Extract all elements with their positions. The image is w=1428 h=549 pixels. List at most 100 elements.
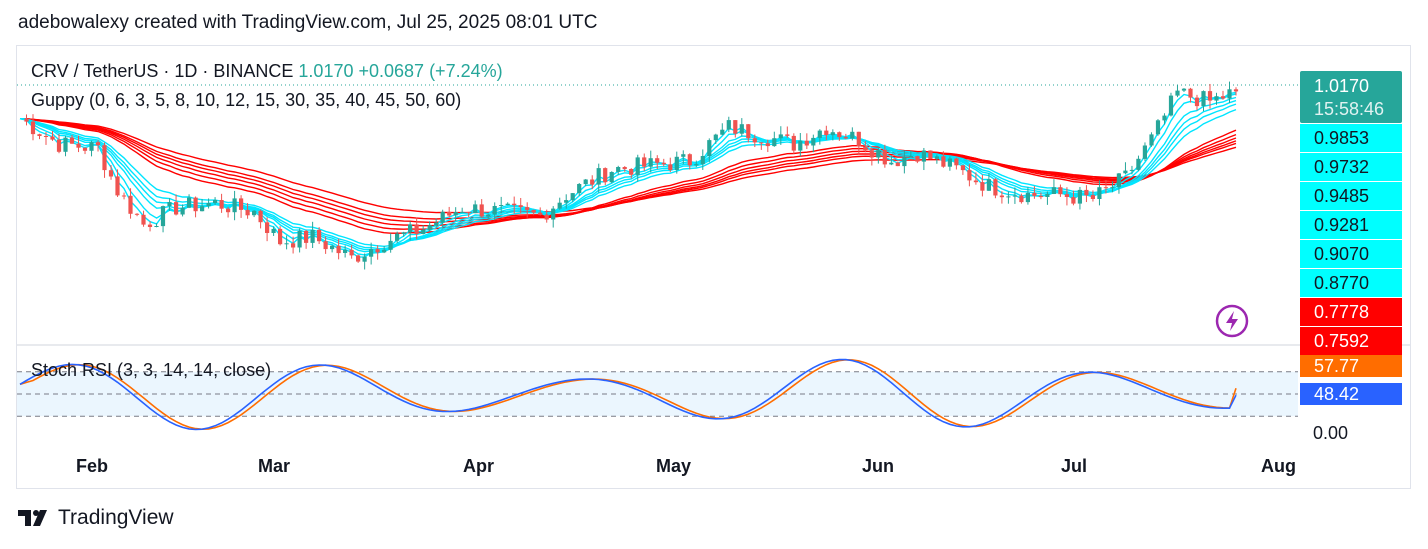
candle-body <box>967 170 972 181</box>
candle-body <box>343 249 348 253</box>
month-label-apr: Apr <box>463 456 494 476</box>
brand-name: TradingView <box>58 506 174 529</box>
candle-body <box>668 164 673 170</box>
candle-body <box>882 150 887 165</box>
candle-body <box>570 193 575 201</box>
candle-body <box>733 120 738 134</box>
candle-body <box>154 226 159 227</box>
candle-body <box>167 202 172 207</box>
candle-body <box>492 206 497 215</box>
price-change-legend: +0.0687 (+7.24%) <box>358 61 503 81</box>
candle-body <box>193 197 198 212</box>
flash-icon[interactable] <box>1215 304 1249 338</box>
candle-body <box>746 124 751 139</box>
candle-body <box>76 143 81 148</box>
candle-body <box>1071 197 1076 204</box>
candle-body <box>739 124 744 134</box>
candle-body <box>856 131 861 147</box>
candle-body <box>635 157 640 175</box>
candle-body <box>544 214 549 220</box>
price-axis-tag: 0.9485 <box>1300 182 1402 210</box>
candle-body <box>648 158 653 167</box>
candle-body <box>973 180 978 183</box>
candle-body <box>160 206 166 227</box>
candle-body <box>577 184 582 194</box>
price-axis-tag: 0.7778 <box>1300 298 1402 326</box>
candle-body <box>1175 90 1180 96</box>
symbol-legend[interactable]: CRV / TetherUS · 1D · BINANCE 1.0170 +0.… <box>31 61 503 82</box>
candle-body <box>128 195 133 214</box>
candle-body <box>24 118 29 122</box>
candle-body <box>817 130 822 138</box>
candle-body <box>258 210 263 223</box>
candle-body <box>63 137 68 152</box>
candle-body <box>382 249 387 253</box>
guppy-slow-ema-line <box>19 118 1237 230</box>
candle-body <box>271 228 276 233</box>
candle-body <box>583 179 588 185</box>
candle-body <box>525 207 530 210</box>
candle-body <box>720 129 725 135</box>
candle-body <box>174 202 179 215</box>
candle-body <box>954 158 959 166</box>
candle-body <box>134 213 140 215</box>
candle-body <box>473 204 478 214</box>
candle-body <box>1123 170 1128 174</box>
candle-body <box>1214 96 1219 101</box>
footer-brand[interactable]: TradingView <box>18 506 174 530</box>
candle-body <box>356 255 361 262</box>
guppy-slow-ema-line <box>19 118 1237 227</box>
candle-body <box>291 243 296 248</box>
candle-body <box>609 172 614 183</box>
candle-body <box>37 134 42 136</box>
candle-body <box>622 167 627 169</box>
candle-body <box>466 211 471 214</box>
candle-body <box>1103 187 1108 189</box>
candle-body <box>1116 173 1121 188</box>
osc-zero-label: 0.00 <box>1313 423 1349 443</box>
candle-body <box>895 162 900 167</box>
last-price-legend: 1.0170 <box>298 61 354 81</box>
candle-body <box>564 200 569 203</box>
stoch-rsi-legend[interactable]: Stoch RSI (3, 3, 14, 14, close) <box>31 360 272 380</box>
candle-body <box>986 179 991 191</box>
candle-body <box>681 154 686 157</box>
candle-body <box>1194 97 1200 107</box>
candle-body <box>700 156 705 165</box>
month-label-aug: Aug <box>1261 456 1296 476</box>
candle-body <box>1155 120 1161 135</box>
candle-body <box>1019 195 1024 203</box>
candle-body <box>1077 189 1082 204</box>
candle-body <box>1038 195 1043 198</box>
stoch-d-tag: 48.42 <box>1300 383 1402 405</box>
price-axis-tag: 0.8770 <box>1300 269 1402 297</box>
candle-body <box>1220 96 1226 99</box>
price-axis-tag: 0.9853 <box>1300 124 1402 152</box>
candle-body <box>993 179 998 196</box>
candle-body <box>869 150 874 158</box>
candle-body <box>1201 91 1206 107</box>
candle-body <box>102 145 107 171</box>
candle-body <box>421 229 426 234</box>
candle-body <box>447 211 452 216</box>
guppy-legend[interactable]: Guppy (0, 6, 3, 5, 8, 10, 12, 15, 30, 35… <box>31 90 462 110</box>
candle-body <box>765 143 770 147</box>
month-label-jul: Jul <box>1061 456 1088 476</box>
bar-countdown: 15:58:46 <box>1314 99 1385 119</box>
candle-body <box>1168 95 1174 116</box>
candle-body <box>330 245 335 250</box>
candle-body <box>999 195 1004 198</box>
chart-frame[interactable] <box>16 45 1411 489</box>
candle-body <box>82 147 88 151</box>
candle-body <box>655 158 660 163</box>
candle-body <box>863 146 868 151</box>
candle-body <box>401 232 406 234</box>
candle-body <box>1129 169 1134 171</box>
candle-body <box>278 228 283 245</box>
candle-body <box>226 208 231 213</box>
candle-body <box>694 164 699 166</box>
candle-body <box>89 142 94 151</box>
price-axis-tag: 0.7592 <box>1300 327 1402 355</box>
candle-body <box>531 209 536 213</box>
